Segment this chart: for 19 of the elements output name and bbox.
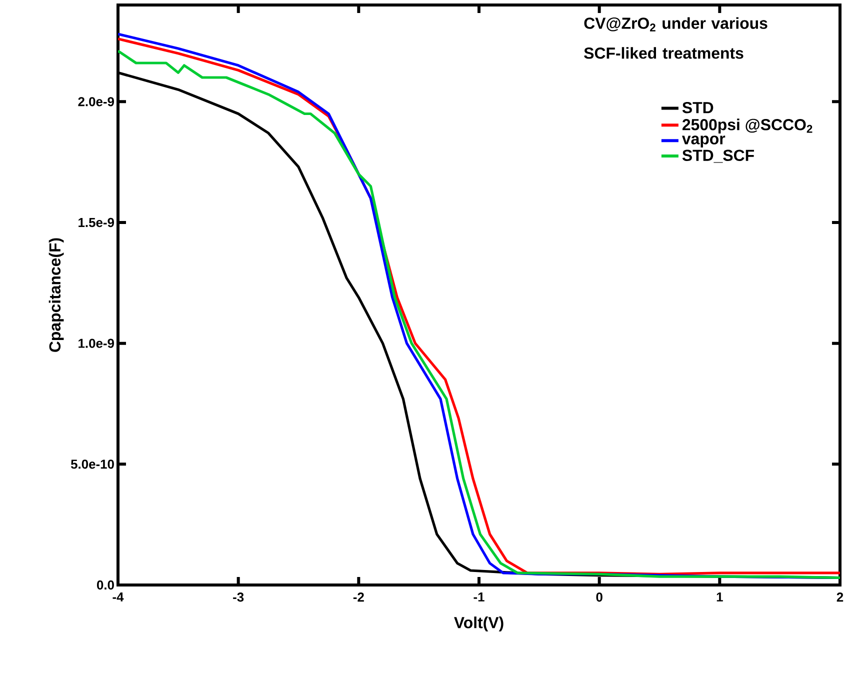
y-tick-label: 2.0e-9	[78, 97, 114, 106]
y-tick-label: 0.0	[96, 580, 114, 590]
x-tick-label: 2	[836, 592, 844, 602]
y-tick-label: 1.0e-9	[78, 338, 114, 348]
y-tick-label: 5.0e-10	[70, 460, 114, 469]
x-axis-title: Volt(V)	[454, 616, 504, 632]
x-tick-label: -2	[353, 592, 364, 602]
x-tick-label: -4	[112, 592, 124, 602]
y-tick-label: 1.5e-9	[78, 218, 114, 228]
legend-label: 2500psi @SCCO$_{2}$	[682, 118, 812, 134]
x-tick-label: -1	[474, 592, 484, 602]
x-tick-label: 1	[716, 592, 723, 602]
y-axis-title: Cpapcitance(F)	[48, 238, 64, 352]
legend-label: vapor	[682, 136, 726, 148]
x-tick-label: 0	[596, 592, 602, 602]
legend-label: STD_SCF	[682, 150, 754, 163]
x-tick-label: -3	[233, 592, 244, 602]
legend-label: STD	[682, 102, 714, 114]
text: CV@ZrO$_{2}$ under various SCF-liked treatments	[584, 17, 768, 59]
